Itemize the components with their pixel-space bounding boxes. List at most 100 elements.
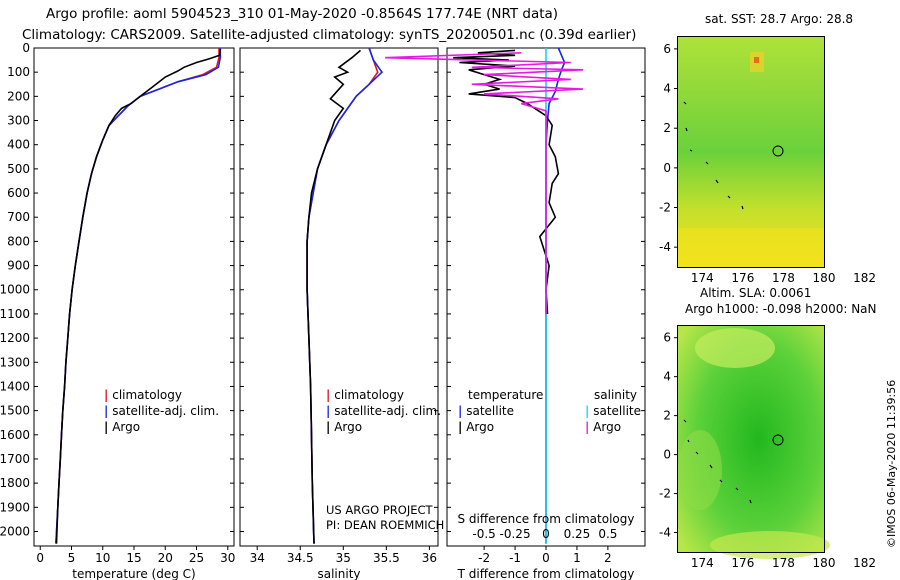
lon-label: 174 — [691, 556, 714, 570]
legend-argo: Argo — [112, 420, 141, 434]
map-bottom-title-2: Argo h1000: -0.098 h2000: NaN — [685, 302, 877, 316]
legend-t-argo: Argo — [466, 420, 495, 434]
x-tick-label: 35 — [336, 551, 351, 565]
s-tick-label: 0 — [542, 527, 550, 541]
lat-label: 2 — [663, 121, 671, 135]
lon-label: 180 — [813, 556, 836, 570]
series-argo — [55, 49, 222, 544]
plot-frame — [239, 47, 439, 547]
sla-map-axes: 6 4 2 0 -2 -4 174 176 178 180 182 — [659, 331, 876, 570]
lon-label: 182 — [853, 556, 876, 570]
legend-s-satellite: satellite — [593, 404, 642, 418]
legend-argo: Argo — [334, 420, 363, 434]
series-t-argo — [453, 49, 560, 314]
credit-project: US ARGO PROJECT — [326, 503, 433, 517]
y-tick-label: 2000 — [0, 524, 30, 538]
plot-frame — [33, 47, 235, 547]
y-tick-label: 1300 — [0, 355, 30, 369]
legend-satellite: satellite-adj. clim. — [334, 404, 442, 418]
series-s-argo — [385, 52, 584, 314]
sst-south-band — [678, 228, 824, 267]
lat-label: 0 — [663, 161, 671, 175]
s-tick-label: -0.5 — [472, 527, 495, 541]
legend-salinity-heading: salinity — [594, 388, 638, 402]
x-tick-label: -2 — [478, 551, 490, 565]
x-axis-label: T difference from climatology — [457, 567, 635, 580]
x-tick-label: 34.5 — [287, 551, 314, 565]
salinity-panel: 34 34.5 35 35.5 36 salinity — [239, 47, 439, 580]
temperature-panel: 0 5 10 15 20 25 30 temperature (deg C) 0 100 200 30… — [0, 41, 235, 580]
lat-label: -2 — [659, 201, 671, 215]
y-tick-label: 500 — [7, 162, 30, 176]
x-tick-label: 36 — [422, 551, 437, 565]
sla-south — [710, 531, 830, 559]
sst-map-axes: 6 4 2 0 -2 -4 174 176 178 180 182 — [659, 42, 876, 285]
y-tick-label: 600 — [7, 186, 30, 200]
x-tick-label: -1 — [509, 551, 521, 565]
x-axis-label: temperature (deg C) — [72, 567, 195, 580]
map-top-title: sat. SST: 28.7 Argo: 28.8 — [705, 12, 854, 26]
lat-label: 4 — [663, 370, 671, 384]
s-tick-label: -0.25 — [500, 527, 531, 541]
x-tick-label: 30 — [220, 551, 235, 565]
s-axis-label: S difference from climatology — [458, 512, 635, 526]
lat-label: 6 — [663, 331, 671, 345]
legend-climatology: climatology — [112, 388, 182, 402]
coastline — [683, 419, 752, 504]
lat-label: -2 — [659, 487, 671, 501]
y-tick-label: 700 — [7, 210, 30, 224]
lon-label: 182 — [853, 271, 876, 285]
x-tick-label: 35.5 — [373, 551, 400, 565]
credit-pi: PI: DEAN ROEMMICH — [326, 518, 445, 532]
x-tick-label: 2 — [604, 551, 612, 565]
argo-position-marker — [772, 145, 784, 157]
s-tick-label: 0.5 — [598, 527, 617, 541]
legend-s-argo: Argo — [593, 420, 622, 434]
x-tick-label: 0 — [36, 551, 44, 565]
lon-label: 174 — [691, 271, 714, 285]
sla-high — [695, 328, 775, 368]
y-tick-label: 1700 — [0, 452, 30, 466]
difference-panel: -2 -1 0 1 2 T difference from climatology S di… — [385, 47, 646, 580]
x-tick-label: 5 — [68, 551, 76, 565]
y-tick-label: 1400 — [0, 379, 30, 393]
s-tick-label: 0.25 — [564, 527, 591, 541]
y-tick-label: 1500 — [0, 404, 30, 418]
title-line-2: Climatology: CARS2009. Satellite-adjuste… — [22, 27, 637, 43]
y-tick-label: 0 — [22, 41, 30, 55]
lon-label: 180 — [813, 271, 836, 285]
y-tick-label: 400 — [7, 138, 30, 152]
sst-frame — [677, 36, 825, 268]
legend-climatology: climatology — [334, 388, 404, 402]
legend-temperature-heading: temperature — [468, 388, 544, 402]
y-tick-label: 100 — [7, 65, 30, 79]
y-tick-label: 300 — [7, 114, 30, 128]
legend-t-satellite: satellite — [466, 404, 515, 418]
y-tick-label: 1200 — [0, 331, 30, 345]
sst-map — [677, 36, 825, 268]
y-tick-label: 200 — [7, 89, 30, 103]
y-tick-label: 1600 — [0, 428, 30, 442]
sla-map — [677, 325, 830, 559]
y-tick-label: 900 — [7, 259, 30, 273]
lat-label: 0 — [663, 448, 671, 462]
x-tick-label: 10 — [95, 551, 110, 565]
lat-label: -4 — [659, 240, 671, 254]
sla-west — [678, 430, 722, 510]
lon-label: 176 — [731, 271, 754, 285]
lon-label: 178 — [772, 271, 795, 285]
map-bottom-title-1: Altim. SLA: 0.0061 — [700, 286, 812, 300]
y-tick-label: 1100 — [0, 307, 30, 321]
x-axis-label: salinity — [317, 567, 360, 580]
sst-hot-pixel — [754, 57, 759, 63]
timestamp: ©IMOS 06-May-2020 11:39:56 — [885, 379, 898, 548]
series-argo — [306, 49, 362, 544]
x-tick-label: 0 — [542, 551, 550, 565]
y-tick-label: 800 — [7, 234, 30, 248]
title-line-1: Argo profile: aoml 5904523_310 01-May-20… — [46, 6, 559, 22]
x-tick-label: 34 — [250, 551, 265, 565]
lon-label: 176 — [731, 556, 754, 570]
lat-label: -4 — [659, 526, 671, 540]
y-tick-label: 1800 — [0, 476, 30, 490]
